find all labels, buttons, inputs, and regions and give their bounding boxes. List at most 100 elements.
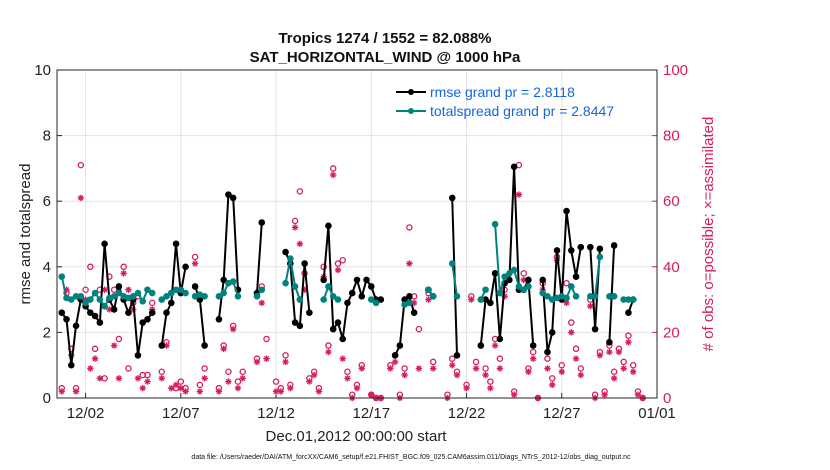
star-stroke: [573, 355, 579, 362]
obs-possible-marker: [558, 361, 566, 369]
rmse-point: [572, 273, 580, 280]
obs-assimilated-marker: [277, 388, 285, 395]
star-stroke: [116, 375, 122, 382]
totalspread-point: [296, 296, 304, 303]
obs-assimilated-marker: [606, 348, 613, 356]
rmse-point: [215, 315, 223, 323]
star-stroke: [220, 346, 227, 352]
totalspread-line-segment: [451, 263, 458, 297]
obs-assimilated-marker: [139, 384, 146, 392]
obs-assimilated-marker: [239, 375, 246, 382]
obs-assimilated-marker: [344, 375, 351, 382]
star-stroke: [416, 365, 422, 372]
obs-possible-marker: [158, 368, 166, 376]
star-stroke: [120, 270, 127, 277]
rmse-point: [63, 315, 70, 323]
obs-assimilated-marker: [544, 365, 551, 372]
star-stroke: [178, 385, 184, 391]
x-axis: 12/02 12/07 12/12 12/17 12/22 12/27 01/01: [67, 393, 676, 422]
star-stroke: [201, 375, 208, 382]
legend-marker: [408, 89, 414, 95]
obs-assimilated-marker: [106, 306, 113, 313]
rmse-point: [72, 322, 80, 330]
star-stroke: [192, 260, 198, 267]
rmse-point: [339, 335, 347, 343]
totalspread-point: [491, 220, 499, 228]
right-tick-label: 20: [663, 324, 680, 341]
obs-possible-marker: [110, 286, 118, 294]
obs-assimilated-marker: [529, 355, 537, 362]
x-tick-label: 12/17: [353, 405, 391, 422]
star-stroke: [106, 306, 113, 313]
obs-possible-marker: [572, 345, 580, 353]
rmse-line-segment: [256, 222, 263, 294]
obs-assimilated-marker: [306, 378, 313, 385]
rmse-point: [510, 163, 518, 171]
totalspread-point: [367, 296, 375, 303]
star-stroke: [616, 349, 622, 355]
star-stroke: [235, 385, 241, 391]
rmse-point: [191, 283, 199, 290]
rmse-point: [539, 276, 547, 284]
star-stroke: [225, 378, 232, 385]
legend-label: rmse grand pr = 2.8118: [430, 84, 575, 100]
obs-assimilated-marker: [429, 365, 437, 372]
obs-possible-marker: [201, 365, 208, 372]
obs-possible-marker: [296, 188, 304, 195]
totalspread-point: [129, 293, 137, 300]
rmse-point: [220, 276, 227, 284]
totalspread-point: [148, 289, 156, 297]
rmse-point: [529, 342, 537, 349]
obs-possible-marker: [239, 368, 246, 376]
totalspread-point: [629, 296, 637, 303]
totalspread-point: [182, 289, 189, 297]
obs-assimilated-marker: [496, 365, 504, 372]
star-stroke: [578, 372, 584, 378]
obs-assimilated-marker: [72, 388, 80, 395]
obs-assimilated-marker: [334, 266, 342, 274]
obs-assimilated-marker: [482, 371, 489, 379]
star-stroke: [430, 365, 436, 372]
totalspread-point: [325, 283, 332, 290]
y-axis-label-right: # of obs: o=possible; ×=assimilated: [700, 117, 717, 352]
totalspread-point: [477, 296, 485, 303]
star-stroke: [335, 267, 341, 273]
totalspread-point: [139, 297, 147, 305]
obs-possible-marker: [448, 355, 456, 362]
obs-assimilated-marker: [449, 362, 456, 369]
obs-assimilated-marker: [463, 384, 470, 392]
obs-assimilated-marker: [596, 352, 604, 359]
totalspread-point: [329, 293, 337, 300]
rmse-line-segment: [608, 245, 616, 343]
x-axis-label: Dec.01,2012 00:00:00 start: [266, 428, 448, 445]
totalspread-point: [82, 299, 89, 307]
obs-assimilated-marker: [487, 384, 494, 392]
star-stroke: [144, 378, 151, 385]
rmse-point: [453, 352, 461, 359]
rmse-point: [577, 243, 585, 251]
totalspread-point: [158, 296, 166, 303]
obs-assimilated-marker: [258, 299, 265, 307]
star-stroke: [330, 172, 336, 178]
rmse-point: [567, 247, 575, 254]
totalspread-point: [610, 293, 618, 300]
obs-assimilated-marker: [629, 368, 637, 375]
rmse-point: [329, 325, 337, 333]
obs-assimilated-marker: [263, 355, 270, 362]
obs-possible-marker: [529, 348, 537, 356]
star-stroke: [392, 359, 398, 365]
star-stroke: [387, 365, 394, 372]
obs-possible-marker: [568, 319, 575, 326]
star-stroke: [497, 365, 503, 372]
obs-possible-marker: [144, 371, 151, 379]
left-tick-label: 2: [43, 324, 51, 341]
star-stroke: [163, 342, 170, 349]
rmse-point: [410, 309, 418, 317]
rmse-point: [548, 329, 556, 336]
rmse-point: [115, 283, 123, 290]
totalspread-point: [291, 283, 299, 290]
obs-assimilated-marker: [234, 384, 242, 392]
star-stroke: [492, 342, 498, 349]
obs-assimilated-marker: [315, 388, 323, 395]
rmse-point: [334, 319, 342, 326]
